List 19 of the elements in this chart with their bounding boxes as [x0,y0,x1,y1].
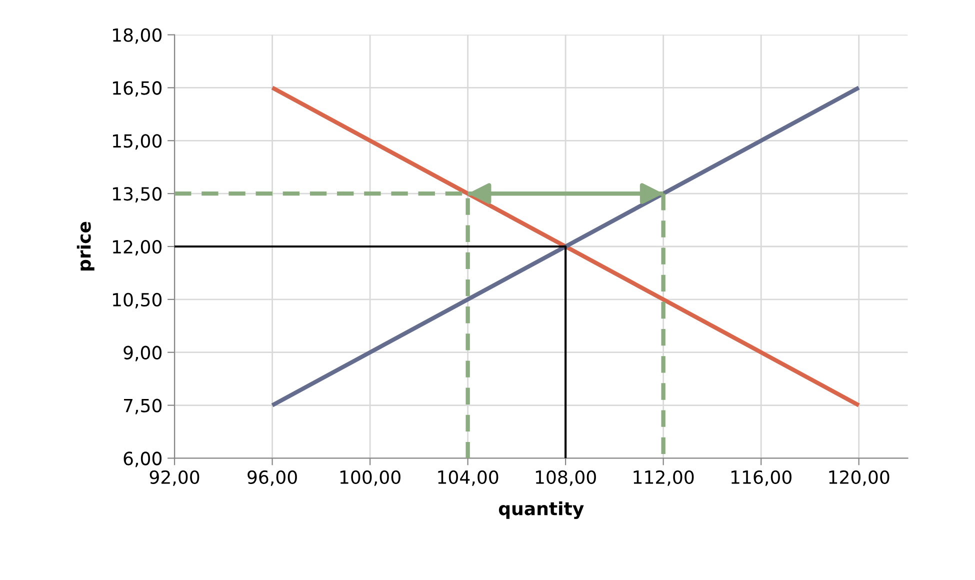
x-axis-title: quantity [498,501,584,519]
y-tick-label: 15,00 [113,134,162,150]
y-tick-label: 12,00 [113,240,162,256]
x-tick-label: 96,00 [248,470,297,486]
y-tick-label: 6,00 [124,452,162,468]
x-tick-label: 108,00 [536,470,596,486]
y-axis-title: price [76,222,94,270]
x-tick-label: 100,00 [340,470,400,486]
x-tick-label: 92,00 [150,470,200,486]
x-tick-label: 112,00 [634,470,694,486]
y-tick-label: 16,50 [113,81,162,97]
y-tick-label: 9,00 [124,346,162,362]
y-tick-label: 7,50 [124,398,162,414]
x-tick-label: 104,00 [438,470,498,486]
y-tick-label: 18,00 [113,28,162,44]
x-tick-label: 116,00 [731,470,792,486]
y-tick-label: 10,50 [113,292,162,308]
y-tick-label: 13,50 [113,187,162,203]
x-tick-label: 120,00 [829,470,890,486]
